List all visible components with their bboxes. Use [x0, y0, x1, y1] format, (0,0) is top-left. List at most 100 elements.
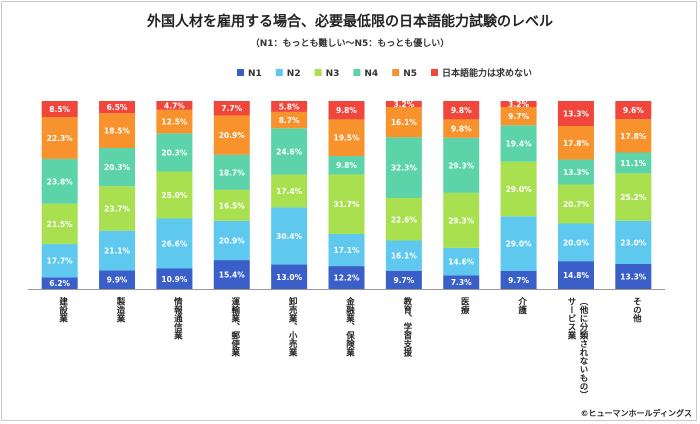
bar-segment [557, 159, 594, 185]
legend-swatch-N4 [353, 69, 361, 76]
data-label: 32.3% [391, 164, 418, 173]
legend-label: N5 [403, 69, 417, 79]
bar-segment [500, 161, 537, 217]
data-label: 9.9% [107, 276, 128, 285]
legend-swatch-日本語能力は求めない [430, 69, 438, 76]
data-label: 24.6% [276, 147, 303, 156]
bar-segment [271, 174, 308, 208]
bar-segment [156, 101, 193, 110]
data-label: 16.1% [391, 118, 418, 127]
bar-stack: 13.3% 23.0% 25.2% 11.1% 17.8% 9.6% [615, 101, 652, 289]
bar-segment [271, 264, 308, 289]
data-label: 17.8% [563, 139, 590, 148]
data-label: 17.4% [276, 187, 303, 196]
bar-segment [615, 119, 652, 153]
data-label: 6.5% [107, 103, 128, 112]
bar-segment [156, 171, 193, 219]
data-label: 29.0% [506, 240, 533, 249]
bar-stack: 9.9% 21.1% 23.7% 20.3% 18.5% 6.5% [99, 101, 136, 289]
data-label: 20.3% [104, 163, 131, 172]
data-label: 9.8% [451, 125, 472, 134]
bar-segment [271, 101, 308, 112]
data-label: 16.5% [219, 201, 246, 210]
data-label: 31.7% [333, 200, 360, 209]
category-label: 製造業 [115, 296, 126, 323]
data-label: 18.5% [104, 127, 131, 136]
category-label: 医療 [459, 297, 469, 315]
bar-segment [385, 198, 422, 241]
bar-segment [385, 101, 422, 108]
bar-segment [385, 240, 422, 271]
bar-segment [271, 111, 308, 129]
category-label: 運輸業、郵便業 [230, 296, 241, 357]
data-label: 9.8% [336, 161, 357, 170]
bar-stack: 14.8% 20.0% 20.7% 13.3% 17.8% 13.3% [557, 101, 594, 289]
bar-segment [615, 152, 652, 174]
bar-segment [500, 107, 537, 126]
bar-segment [99, 148, 136, 187]
legend-label: 日本語能力は求めない [442, 67, 532, 79]
data-label: 9.7% [508, 276, 529, 285]
data-label: 21.5% [47, 220, 74, 229]
data-label: 16.1% [391, 252, 418, 261]
data-label: 7.7% [221, 104, 242, 113]
data-label: 14.6% [448, 258, 475, 267]
bar-segment [156, 133, 193, 172]
data-label: 9.8% [451, 106, 472, 115]
data-label: 9.6% [623, 106, 644, 115]
data-label: 20.0% [563, 238, 590, 247]
legend-label: N1 [248, 69, 262, 79]
bar-segment [213, 189, 250, 221]
bar-segment [99, 270, 136, 289]
bar-segment [213, 101, 250, 116]
data-label: 10.9% [161, 275, 188, 284]
bar-segment [41, 244, 78, 278]
bar-segment [443, 192, 480, 248]
bar-segment [328, 174, 365, 234]
bar-segment [443, 247, 480, 276]
legend-swatch-N2 [275, 69, 283, 76]
bar-segment [213, 115, 250, 155]
category-label: 教育、学習支援 [402, 296, 413, 357]
category-label: 情報通信業 [172, 296, 183, 340]
bar-segment [557, 223, 594, 262]
bar-segment [156, 268, 193, 289]
bar-segment [328, 119, 365, 157]
data-label: 26.6% [161, 240, 188, 249]
data-label: 12.2% [333, 274, 360, 283]
legend-swatch-N5 [392, 69, 400, 76]
bar-segment [500, 216, 537, 271]
category-label: 介護 [517, 296, 528, 315]
bar-segment [615, 263, 652, 289]
category-label: 金融業、保険業 [345, 296, 356, 357]
data-label: 17.7% [47, 257, 74, 266]
bar-stack: 9.7% 16.1% 22.6% 32.3% 16.1% 3.2% [385, 100, 422, 289]
bar-segment [385, 107, 422, 138]
category-label: 建設業 [58, 296, 69, 323]
data-label: 20.9% [219, 236, 246, 245]
bar-segment [156, 109, 193, 134]
data-label: 13.3% [563, 110, 590, 119]
chart-title: 外国人材を雇用する場合、必要最低限の日本語能力試験のレベル [147, 14, 553, 30]
bar-segment [99, 230, 136, 271]
legend-label: N3 [326, 69, 340, 79]
category-label: （他に分類されないもの） [578, 297, 589, 399]
data-label: 17.8% [620, 132, 647, 141]
legend-label: N4 [364, 69, 378, 79]
data-label: 9.8% [336, 106, 357, 115]
data-label: 25.2% [620, 193, 647, 202]
bar-stack: 13.0% 30.4% 17.4% 24.6% 8.7% 5.8% [271, 101, 308, 289]
data-label: 30.4% [276, 232, 303, 241]
bar-segment [500, 101, 537, 108]
data-label: 21.1% [104, 247, 131, 256]
data-label: 25.0% [161, 191, 188, 200]
data-label: 3.2% [508, 100, 529, 109]
data-label: 9.7% [393, 276, 414, 285]
data-label: 23.8% [47, 177, 74, 186]
category-label: 卸売業、小売業 [287, 296, 298, 357]
bar-segment [99, 101, 136, 114]
bar-segment [41, 203, 78, 245]
data-label: 29.3% [448, 216, 475, 225]
copyright: ©ヒューマンホールディングス [580, 409, 692, 418]
